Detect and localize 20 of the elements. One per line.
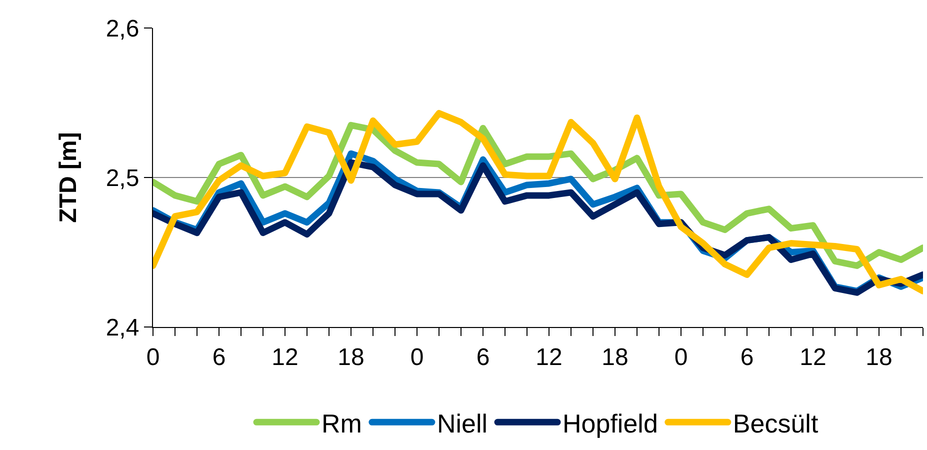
x-tick-label: 6 bbox=[740, 344, 754, 371]
x-tick-label: 0 bbox=[674, 344, 688, 371]
x-tick-label: 18 bbox=[602, 344, 628, 371]
legend-label: Niell bbox=[436, 408, 488, 438]
x-tick-label: 6 bbox=[212, 344, 226, 371]
x-tick-label: 18 bbox=[338, 344, 364, 371]
y-axis-title: ZTD [m] bbox=[54, 132, 82, 223]
x-tick-label: 0 bbox=[146, 344, 160, 371]
x-tick-label: 12 bbox=[800, 344, 826, 371]
y-tick-label: 2,4 bbox=[106, 314, 140, 342]
x-tick-label: 6 bbox=[476, 344, 490, 371]
y-tick-label: 2,5 bbox=[106, 164, 140, 192]
x-tick-label: 12 bbox=[536, 344, 562, 371]
x-tick-label: 18 bbox=[866, 344, 892, 371]
y-tick-label: 2,6 bbox=[106, 15, 140, 42]
legend-label: Becsült bbox=[732, 408, 819, 438]
legend-label: Hopfield bbox=[562, 408, 658, 438]
x-tick-label: 0 bbox=[410, 344, 424, 371]
x-tick-label: 12 bbox=[272, 344, 298, 371]
legend-label: Rm bbox=[322, 408, 362, 438]
